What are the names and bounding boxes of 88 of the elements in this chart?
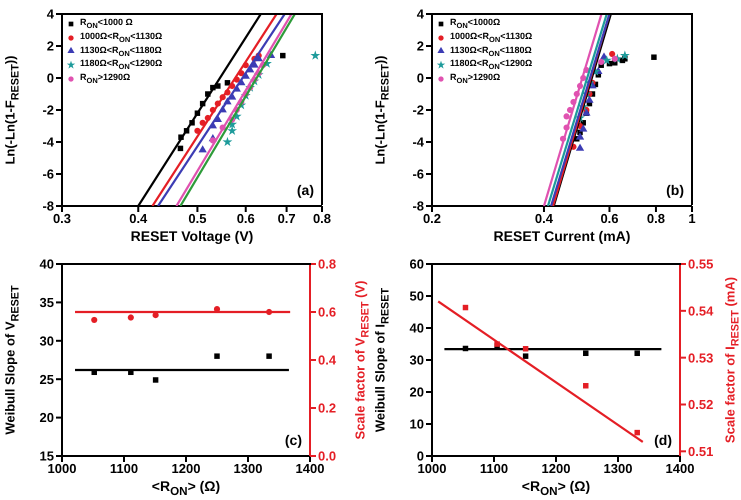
- y-tick-label: -8: [42, 198, 54, 214]
- x-tick-label: 0.8: [646, 211, 665, 226]
- y-tick-label: 4: [416, 6, 425, 22]
- y-tick-label: -2: [42, 102, 54, 118]
- point: [583, 383, 588, 388]
- y-tick-label: 40: [40, 256, 54, 272]
- annotation: (b): [666, 182, 684, 198]
- point: [91, 316, 98, 324]
- x-tick-label: 1200: [172, 461, 200, 476]
- y2-tick-label: 0.6: [318, 304, 336, 320]
- y-tick-label: 2: [416, 38, 424, 54]
- y-tick-label: -4: [42, 134, 55, 150]
- point: [128, 314, 134, 321]
- annotation: (d): [654, 432, 672, 448]
- legend-label: 1130Ω<R$_{ON}$<1180Ω: [80, 44, 162, 58]
- y2-tick-label: 0.52: [688, 397, 714, 412]
- y2-tick-label: 0.53: [688, 350, 714, 366]
- x-tick-label: 1300: [234, 461, 262, 476]
- x-axis-title: <R$_{ON}$> (Ω): [520, 478, 592, 498]
- x-tick-label: 0.4: [129, 211, 148, 226]
- x-tick-label: 0.7: [278, 211, 296, 226]
- point: [462, 304, 468, 310]
- legend-label: 1130Ω<R$_{ON}$<1180Ω: [450, 44, 532, 58]
- x-axis-title: RESET Voltage (V): [130, 228, 254, 244]
- point: [522, 346, 528, 352]
- x-tick-label: 0.3: [52, 211, 72, 226]
- y-tick-label: 4: [46, 6, 55, 22]
- legend-label: 1180Ω<R$_{ON}$<1290Ω: [80, 58, 162, 72]
- x-tick-label: 0.5: [188, 211, 206, 226]
- y2-tick-label: 0.55: [688, 256, 714, 272]
- legend-label: 1000Ω<R$_{ON}$<1130Ω: [80, 30, 162, 45]
- point: [583, 350, 588, 356]
- x-tick-label: 1400: [666, 461, 694, 476]
- y2-tick-label: 0.8: [318, 256, 336, 272]
- x-tick-label: 0.2: [422, 211, 442, 226]
- y-tick-label: 0: [46, 70, 54, 86]
- x-tick-label: 1400: [296, 461, 324, 476]
- y2-tick-label: 0.4: [318, 352, 337, 368]
- x-tick-label: 0.6: [600, 211, 619, 226]
- x-axis-title: RESET Current (mA): [492, 228, 632, 244]
- x-tick-label: 1300: [604, 461, 632, 476]
- y2-tick-label: 0.54: [688, 303, 714, 318]
- y2-tick-label: 0.2: [318, 400, 336, 416]
- y-tick-label: 15: [40, 448, 54, 464]
- legend-label: R$_{ON}$<1000 Ω: [80, 17, 133, 31]
- y-tick-label: -6: [42, 166, 54, 182]
- y2-tick-label: 0.0: [318, 448, 336, 464]
- legend-label: R$_{ON}$<1000Ω: [450, 17, 500, 31]
- y-tick-label: 20: [40, 410, 54, 426]
- legend-label: R$_{ON}$>1290Ω: [450, 72, 500, 86]
- point: [634, 430, 640, 436]
- y-tick-label: 10: [410, 416, 424, 432]
- y-tick-label: 40: [410, 320, 424, 336]
- x-tick-label: 0.8: [312, 211, 332, 226]
- y-tick-label: -6: [412, 166, 424, 182]
- y-tick-label: -2: [412, 102, 424, 118]
- x-axis-title: <R$_{ON}$> (Ω): [150, 478, 222, 498]
- x-tick-label: 1100: [110, 461, 138, 476]
- y-tick-label: -8: [412, 198, 424, 214]
- y-tick-label: 60: [410, 256, 424, 272]
- annotation: (a): [296, 182, 314, 198]
- y2-tick-label: 0.51: [688, 444, 714, 459]
- point: [152, 377, 158, 383]
- y-tick-label: 35: [40, 295, 54, 310]
- y-tick-label: 2: [46, 38, 54, 54]
- x-tick-label: 1000: [418, 461, 446, 476]
- point: [266, 353, 272, 359]
- x-tick-label: 0.6: [236, 211, 255, 226]
- y-tick-label: 0: [416, 448, 424, 464]
- annotation: (c): [284, 432, 302, 448]
- y-tick-label: 0: [416, 70, 424, 86]
- y-tick-label: 25: [40, 372, 54, 387]
- legend-label: R$_{ON}$>1290Ω: [80, 72, 130, 86]
- legend-label: 1000Ω<R$_{ON}$<1130Ω: [450, 30, 532, 45]
- x-tick-label: 1000: [48, 461, 76, 476]
- y-tick-label: 30: [410, 352, 424, 368]
- point: [634, 350, 640, 356]
- x-tick-label: 0.4: [534, 211, 554, 226]
- y-tick-label: 20: [410, 384, 424, 400]
- y-tick-label: 30: [40, 333, 54, 348]
- x-tick-label: 1: [688, 211, 696, 226]
- x-tick-label: 1200: [542, 461, 570, 476]
- y-tick-label: 50: [410, 288, 424, 304]
- legend-label: 1180Ω<R$_{ON}$<1290Ω: [450, 58, 532, 72]
- point: [214, 353, 220, 359]
- point: [522, 353, 528, 359]
- x-tick-label: 1100: [480, 461, 508, 476]
- y-tick-label: -4: [412, 134, 425, 150]
